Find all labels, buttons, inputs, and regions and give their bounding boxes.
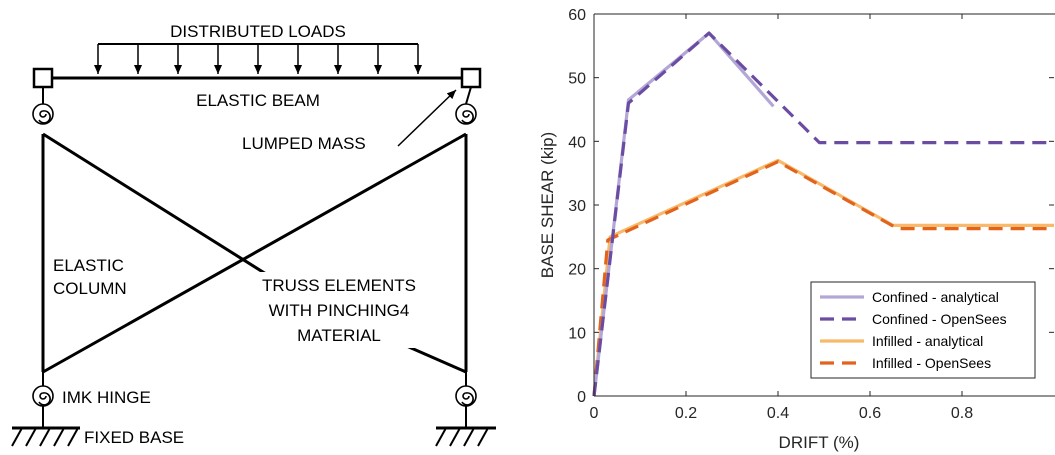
y-tick-label: 10 [568,325,586,342]
y-tick-label: 60 [568,7,586,24]
legend-label: Infilled - analytical [872,333,983,349]
legend-label: Infilled - OpenSees [872,355,991,371]
top-right-spring-icon [455,103,477,125]
lumped-mass-left [32,67,54,89]
y-tick-label: 30 [568,198,586,215]
y-axis-label: BASE SHEAR (kip) [538,132,557,278]
y-tick-label: 40 [568,134,586,151]
label-imk-hinge: IMK HINGE [62,388,151,407]
lumped-mass-arrow [397,89,457,147]
x-tick-label: 0.8 [951,405,973,422]
x-tick-label: 0.4 [767,405,789,422]
legend: Confined - analytical Confined - OpenSees… [810,281,1036,379]
pushover-chart: 0 10 20 30 40 50 60 0 0.2 0.4 0.6 0.8 DRIFT (%) BAS… [538,7,1055,452]
x-tick-label: 0.2 [675,405,697,422]
bottom-left-hinge-icon [32,385,54,407]
tick-layer: 0 10 20 30 40 50 60 0 0.2 0.4 0.6 0.8 [568,7,1054,422]
legend-label: Confined - OpenSees [872,311,1007,327]
x-tick-label: 0.6 [859,405,881,422]
y-tick-label: 50 [568,71,586,88]
y-tick-label: 0 [577,389,586,406]
lumped-mass-right [460,67,482,89]
top-left-spring-icon [32,103,54,125]
bottom-right-hinge-icon [455,385,477,407]
label-truss-line3: MATERIAL [297,326,381,345]
series-line-confined-opensees [592,31,1054,397]
fixed-base-right-icon [435,406,496,447]
label-truss-line1: TRUSS ELEMENTS [262,276,416,295]
distributed-loads-arrows [94,43,422,74]
truss-diagonal-2 [42,132,467,374]
y-tick-label: 20 [568,262,586,279]
legend-label: Confined - analytical [872,289,999,305]
label-elastic-beam: ELASTIC BEAM [196,91,320,110]
series-line-infilled-opensees [592,160,1054,397]
label-elastic-column-line1: ELASTIC [53,256,124,275]
label-distributed-loads: DISTRIBUTED LOADS [170,22,346,41]
series-line-confined-analytical [592,31,775,397]
label-truss-line2: WITH PINCHING4 [269,301,410,320]
x-axis-label: DRIFT (%) [779,433,860,452]
label-lumped-mass: LUMPED MASS [242,134,366,153]
label-elastic-column-line2: COLUMN [53,279,127,298]
x-tick-label: 0 [590,405,599,422]
truss-diagonal-1b [401,342,467,374]
label-fixed-base: FIXED BASE [84,428,184,447]
fixed-base-left-icon [11,406,80,447]
series-layer [592,31,1054,397]
frame-diagram [11,43,496,447]
